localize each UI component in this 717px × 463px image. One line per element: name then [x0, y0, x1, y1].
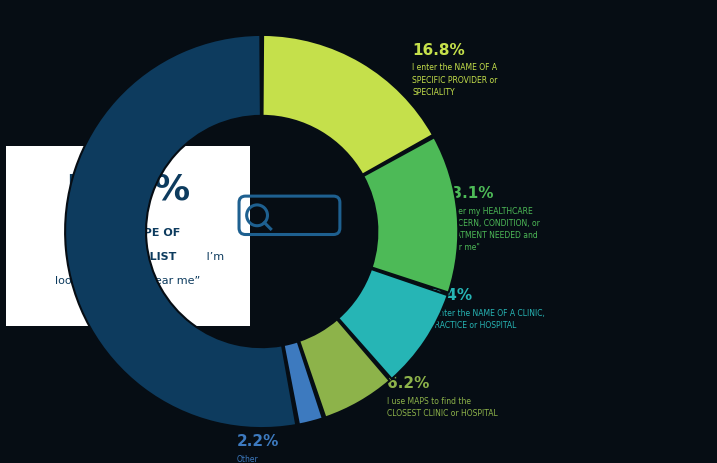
Wedge shape [299, 319, 389, 418]
Text: 8.4%: 8.4% [430, 288, 473, 303]
Text: Other: Other [237, 455, 258, 463]
Wedge shape [284, 341, 323, 425]
Text: I’m: I’m [203, 252, 224, 262]
Text: DOCTOR: DOCTOR [75, 252, 128, 262]
Text: I enter my HEALTHCARE
CONCERN, CONDITION, or
TREATMENT NEEDED and
"near me": I enter my HEALTHCARE CONCERN, CONDITION… [441, 207, 540, 252]
Text: looking for and “near me”: looking for and “near me” [55, 276, 200, 286]
Text: or: or [118, 252, 137, 262]
FancyBboxPatch shape [6, 146, 250, 326]
Text: I enter the: I enter the [66, 227, 128, 238]
Text: 2.2%: 2.2% [237, 434, 279, 449]
Text: SPECIALIST: SPECIALIST [78, 252, 177, 262]
Text: TYPE OF: TYPE OF [128, 227, 180, 238]
Wedge shape [338, 269, 447, 379]
Text: 13.1%: 13.1% [441, 187, 493, 201]
Wedge shape [262, 35, 433, 175]
Text: 16.8%: 16.8% [412, 43, 465, 58]
Text: I use MAPS to find the
CLOSEST CLINIC or HOSPITAL: I use MAPS to find the CLOSEST CLINIC or… [387, 397, 498, 418]
Wedge shape [364, 138, 458, 293]
Text: I enter the NAME OF A CLINIC,
PRACTICE or HOSPITAL: I enter the NAME OF A CLINIC, PRACTICE o… [430, 309, 545, 330]
Text: 6.2%: 6.2% [387, 376, 429, 391]
Text: I enter the NAME OF A
SPECIFIC PROVIDER or
SPECIALITY: I enter the NAME OF A SPECIFIC PROVIDER … [412, 63, 498, 97]
Wedge shape [65, 35, 296, 428]
Text: 52.5%: 52.5% [65, 172, 190, 206]
